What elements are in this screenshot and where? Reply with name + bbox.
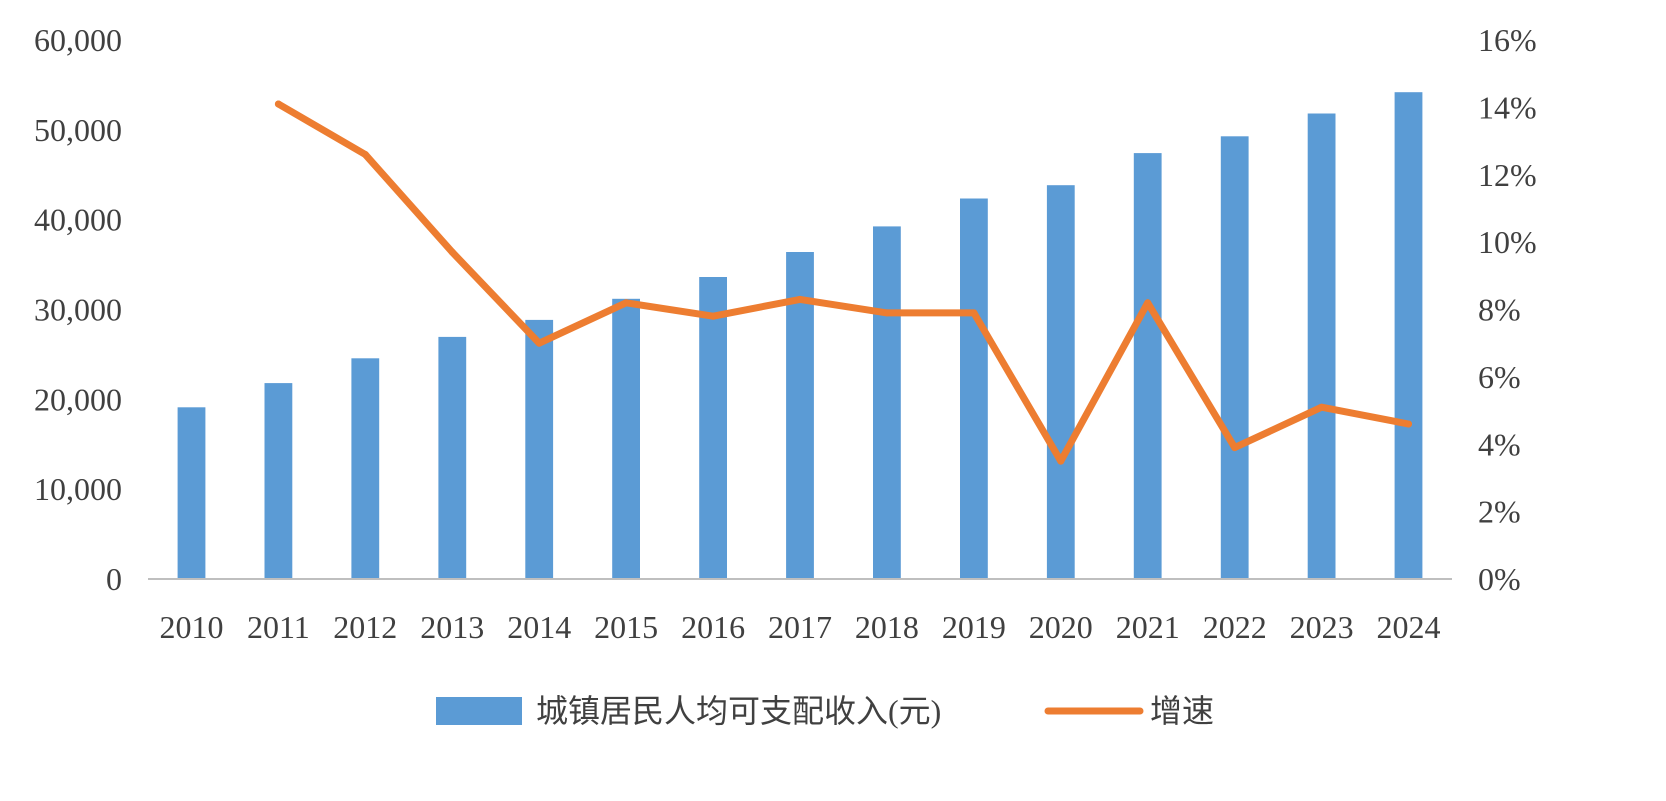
growth-point-2024 [1405,420,1412,428]
bar-2014 [525,319,554,579]
x-tick-label: 2013 [420,609,484,645]
x-tick-label: 2010 [160,609,224,645]
y-right-tick-label: 12% [1478,157,1537,193]
line-series [274,100,1412,465]
x-tick-label: 2011 [247,609,310,645]
bar-2016 [699,277,727,579]
x-tick-label: 2022 [1203,609,1267,645]
growth-point-2016 [709,312,717,320]
y-right-tick-label: 6% [1478,359,1521,395]
growth-point-2020 [1057,457,1065,465]
x-tick-label: 2024 [1377,609,1441,645]
x-tick-label: 2014 [507,609,571,645]
growth-point-2017 [796,295,804,303]
y-left-tick-label: 0 [106,561,122,597]
x-tick-label: 2015 [594,609,658,645]
y-right-tick-label: 4% [1478,426,1521,462]
y-left-tick-label: 30,000 [34,292,122,328]
x-tick-label: 2017 [768,609,832,645]
y-right-tick-label: 10% [1478,224,1537,260]
growth-point-2022 [1231,444,1239,452]
bar-2010 [177,407,206,579]
x-tick-label: 2016 [681,609,745,645]
y-right-tick-label: 16% [1478,22,1537,58]
growth-point-2011 [274,100,282,108]
y-left-tick-label: 20,000 [34,381,122,417]
bar-2012 [351,358,380,579]
x-tick-label: 2018 [855,609,919,645]
legend: 城镇居民人均可支配收入(元) 增速 [436,693,1214,729]
y-left-tick-label: 50,000 [34,112,122,148]
growth-point-2018 [883,309,891,317]
growth-point-2013 [448,248,456,256]
growth-point-2012 [361,151,369,158]
growth-point-2019 [970,309,978,317]
bar-2021 [1133,153,1162,579]
growth-point-2023 [1318,403,1326,411]
legend-bar-swatch [436,697,522,725]
bar-2018 [873,226,901,579]
bar-2020 [1046,185,1075,579]
x-tick-label: 2021 [1116,609,1180,645]
y-right-tick-label: 2% [1478,494,1521,530]
y-left-tick-label: 40,000 [34,202,122,238]
bar-2023 [1307,113,1336,579]
axes: 0 10,000 20,000 30,000 40,000 50,000 60,000 0% 2… [34,22,1537,645]
growth-rate-line [274,100,1412,465]
bar-2011 [264,383,293,579]
growth-point-2014 [535,339,543,347]
legend-line-label: 增速 [1150,693,1214,729]
y-right-tick-label: 8% [1478,292,1521,328]
bar-2019 [960,198,988,579]
bar-2024 [1394,92,1423,579]
y-right-tick-label: 14% [1478,89,1537,125]
y-right-tick-label: 0% [1478,561,1521,597]
bar-2022 [1220,136,1249,580]
legend-bar-label: 城镇居民人均可支配收入(元) [536,693,941,729]
growth-point-2015 [622,299,630,307]
x-tick-label: 2019 [942,609,1006,645]
x-tick-label: 2020 [1029,609,1093,645]
y-left-tick-label: 60,000 [34,22,122,58]
growth-point-2021 [1144,299,1152,307]
bar-2015 [612,298,640,579]
x-tick-label: 2012 [333,609,397,645]
bar-2013 [438,336,467,579]
y-left-tick-label: 10,000 [34,471,122,507]
x-tick-label: 2023 [1290,609,1354,645]
bar-2017 [786,252,814,579]
bar-series [177,92,1423,580]
